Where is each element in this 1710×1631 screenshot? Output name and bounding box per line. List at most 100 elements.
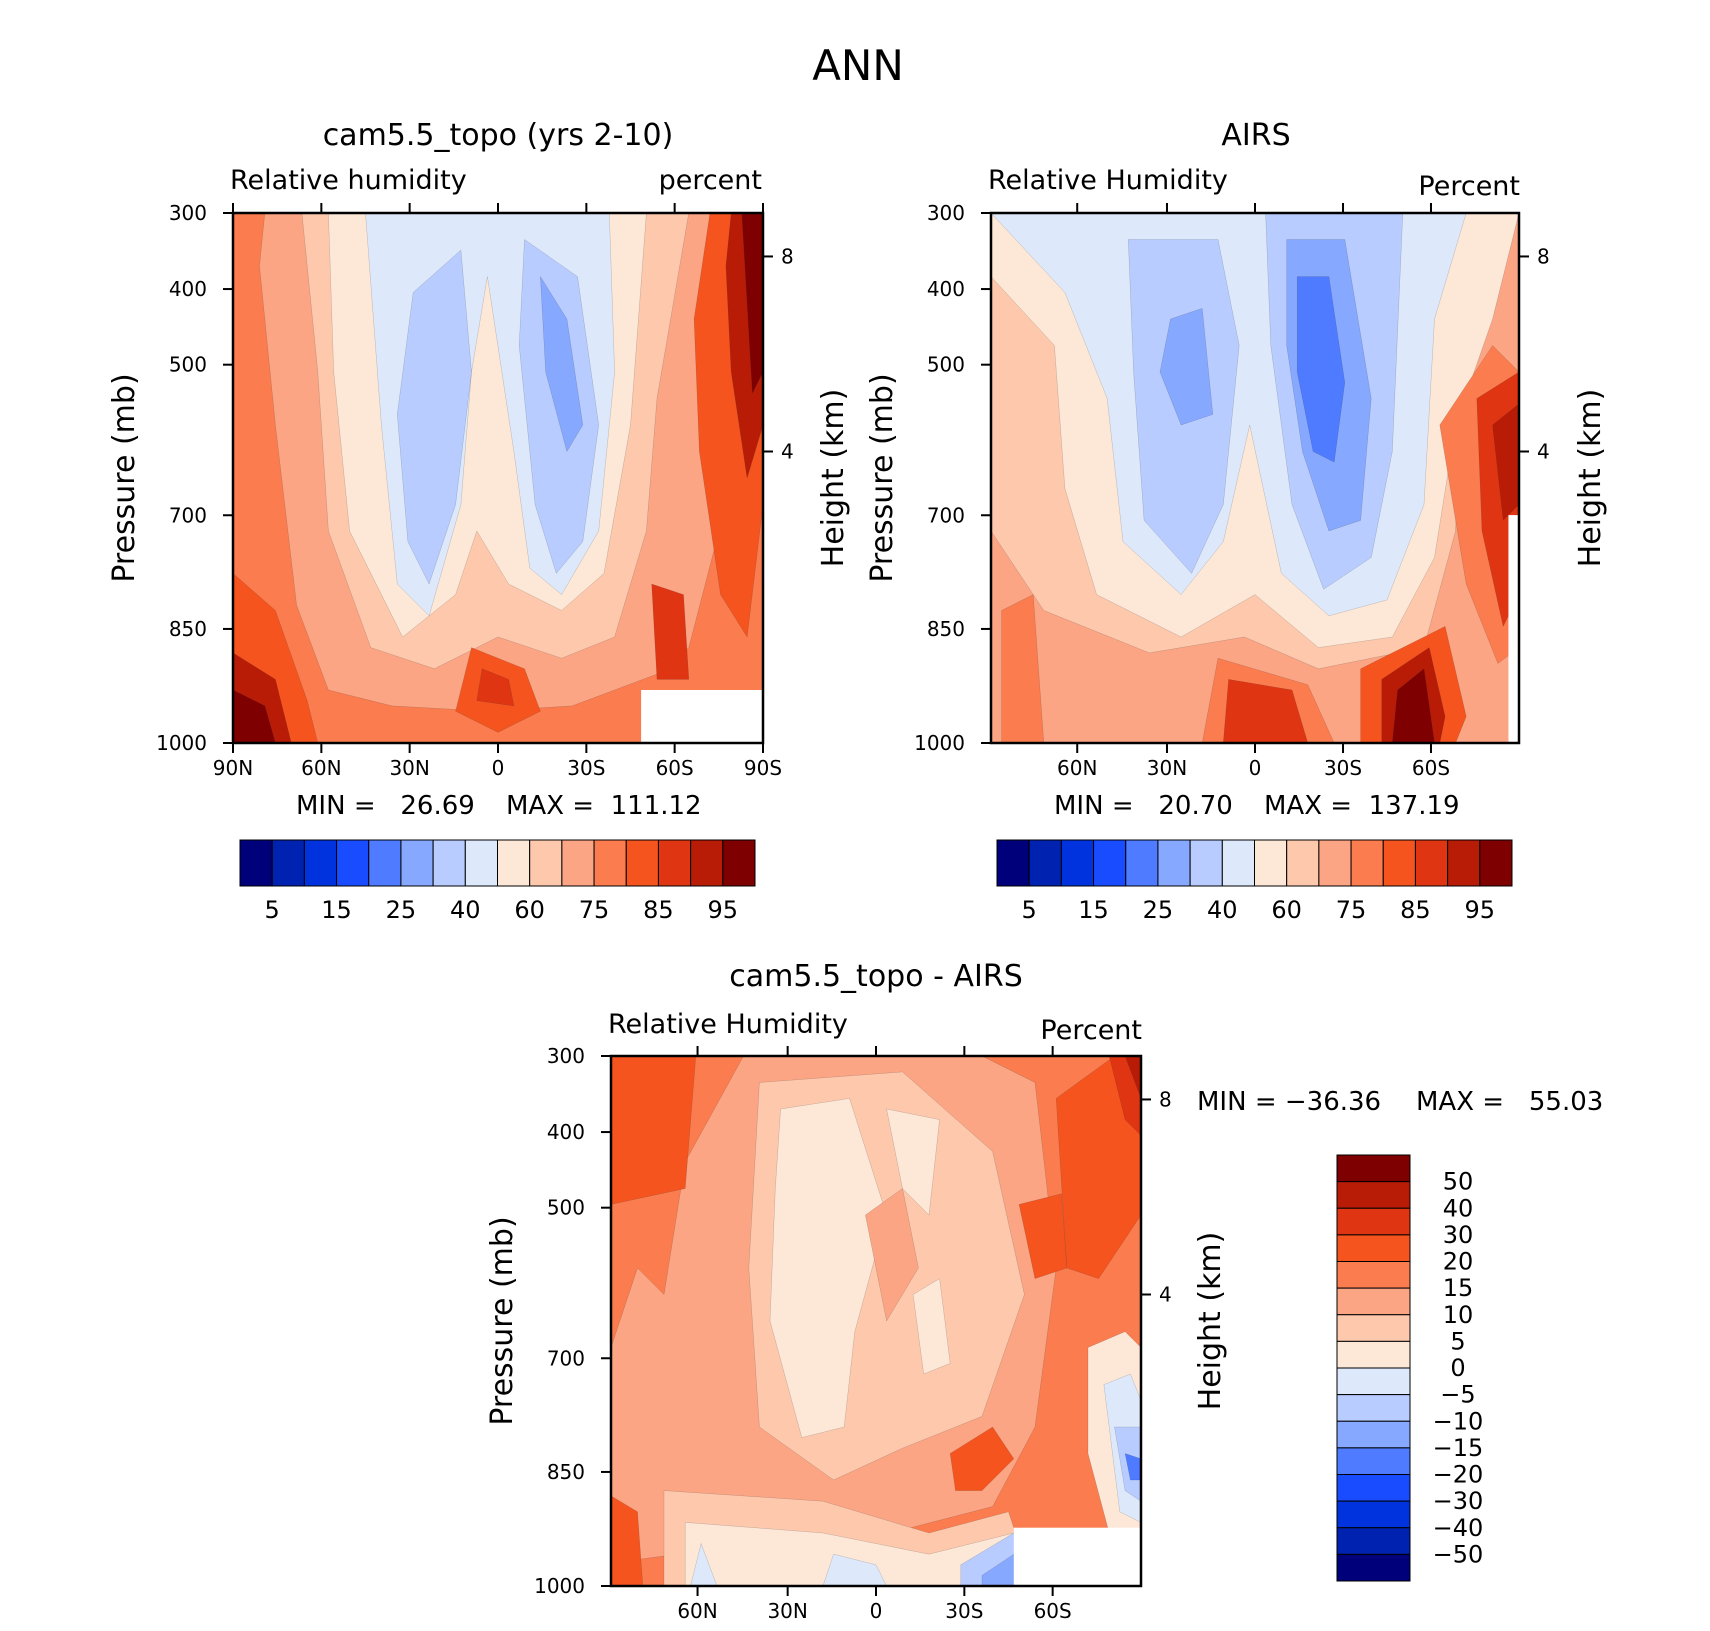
y-tick-label: 700: [927, 503, 965, 527]
y-tick-label: 850: [927, 617, 965, 641]
contour-field: [611, 1056, 1141, 1586]
colorbar-label: 60: [1271, 896, 1302, 924]
y2-tick-label: 4: [781, 440, 794, 464]
colorbar-label: −20: [1433, 1461, 1484, 1489]
contour-band: [1018, 1193, 1068, 1279]
colorbar-label: −30: [1433, 1487, 1484, 1515]
colorbar-box: [400, 839, 434, 887]
colorbar-box: [497, 839, 531, 887]
colorbar-box: [1336, 1500, 1411, 1529]
y2-axis: 84: [763, 244, 794, 464]
contour-band: [233, 689, 276, 743]
colorbar-box: [1189, 839, 1223, 887]
colorbar-box: [996, 839, 1030, 887]
colorbar: 5 15 25 40 60 75 85 95: [239, 839, 756, 924]
unit-label: Percent: [1418, 171, 1520, 202]
contour-band: [1001, 594, 1045, 743]
colorbar-box: [1350, 839, 1384, 887]
unit-label: percent: [659, 165, 762, 196]
y-tick-label: 850: [169, 617, 207, 641]
x-axis: 60N 30N 0 30S 60S: [1057, 203, 1450, 780]
colorbar-box: [1336, 1154, 1411, 1183]
colorbar-box: [1254, 839, 1288, 887]
colorbar-box: [1447, 839, 1481, 887]
contour-band: [886, 1108, 940, 1216]
max-label: MAX = 137.19: [1264, 791, 1460, 821]
colorbar-label: −50: [1433, 1540, 1484, 1568]
colorbar-box: [1028, 839, 1062, 887]
y-tick-label: 700: [547, 1346, 585, 1370]
figure-title: ANN: [812, 41, 904, 90]
colorbar-box: [1336, 1314, 1411, 1342]
y-axis-label: Pressure (mb): [485, 1216, 520, 1425]
colorbar-box: [593, 839, 627, 887]
contour-band: [981, 1553, 1020, 1586]
colorbar-box: [1093, 839, 1127, 887]
colorbar-box: [625, 839, 659, 887]
colorbar-label: 5: [1450, 1327, 1465, 1355]
y-axis-label: Pressure (mb): [107, 373, 142, 582]
colorbar-box: [561, 839, 595, 887]
colorbar-label: 25: [386, 896, 417, 924]
min-label: MIN = −36.36: [1197, 1087, 1381, 1117]
y-axis: 300 400 500 700 850 1000: [156, 201, 233, 755]
colorbar-box: [1336, 1207, 1411, 1236]
y-tick-label: 400: [169, 277, 207, 301]
colorbar-label: 75: [579, 896, 610, 924]
y-tick-label: 400: [547, 1120, 585, 1144]
contour-band: [912, 1278, 951, 1375]
min-label: MIN = 20.70: [1054, 791, 1233, 821]
colorbar-label: 40: [450, 896, 481, 924]
x-tick-label: 0: [870, 1599, 883, 1623]
colorbar-box: [1157, 839, 1191, 887]
y-axis-label: Pressure (mb): [865, 373, 900, 582]
variable-label: Relative humidity: [230, 165, 467, 196]
colorbar-box: [1414, 839, 1449, 887]
y-axis: 300 400 500 700 850 1000: [534, 1044, 611, 1598]
x-tick-label: 30S: [1324, 756, 1362, 780]
colorbar-box: [1336, 1447, 1411, 1475]
x-tick-label: 30N: [767, 1599, 807, 1623]
colorbar-box: [722, 839, 756, 887]
contour-band: [690, 1542, 718, 1586]
colorbar-label: −40: [1433, 1514, 1484, 1542]
colorbar-box: [1336, 1181, 1411, 1209]
colorbar-label: 20: [1443, 1248, 1474, 1276]
colorbar-box: [1125, 839, 1159, 887]
y2-axis-label: Height (km): [1573, 389, 1608, 568]
y2-axis: 84: [1141, 1087, 1172, 1307]
colorbar-box: [657, 839, 692, 887]
contour-field: [991, 213, 1519, 743]
colorbar-label: −15: [1433, 1434, 1484, 1462]
colorbar-box: [432, 839, 466, 887]
colorbar-box: [1318, 839, 1352, 887]
colorbar-label: 85: [1400, 896, 1431, 924]
colorbar-box: [1336, 1527, 1411, 1555]
y-tick-label: 1000: [534, 1574, 585, 1598]
colorbar-label: 5: [265, 896, 280, 924]
contour-band: [540, 276, 584, 453]
x-tick-label: 30N: [1147, 756, 1187, 780]
colorbar-box: [1336, 1340, 1411, 1369]
max-label: MAX = 55.03: [1416, 1087, 1603, 1117]
colorbar-box: [464, 839, 498, 887]
contour-band: [611, 1495, 644, 1586]
colorbar-label: 5: [1022, 896, 1037, 924]
colorbar-box: [1286, 839, 1320, 887]
y2-tick-label: 8: [781, 244, 794, 268]
variable-label: Relative Humidity: [608, 1009, 848, 1040]
contour-band: [1159, 308, 1214, 426]
colorbar-label: 95: [1465, 896, 1496, 924]
colorbar-box: [1336, 1367, 1411, 1396]
y2-axis-label: Height (km): [1193, 1232, 1228, 1411]
colorbar-label: 0: [1450, 1354, 1465, 1382]
contour-band: [611, 1056, 697, 1205]
panel-diff: cam5.5_topo - AIRS Relative Humidity Per…: [485, 959, 1603, 1623]
colorbar-label: 15: [1443, 1274, 1474, 1302]
colorbar-box: [1382, 839, 1416, 887]
contour-band: [949, 1426, 1015, 1491]
y-tick-label: 300: [927, 201, 965, 225]
contour-band: [1492, 403, 1519, 521]
colorbar-box: [690, 839, 724, 887]
